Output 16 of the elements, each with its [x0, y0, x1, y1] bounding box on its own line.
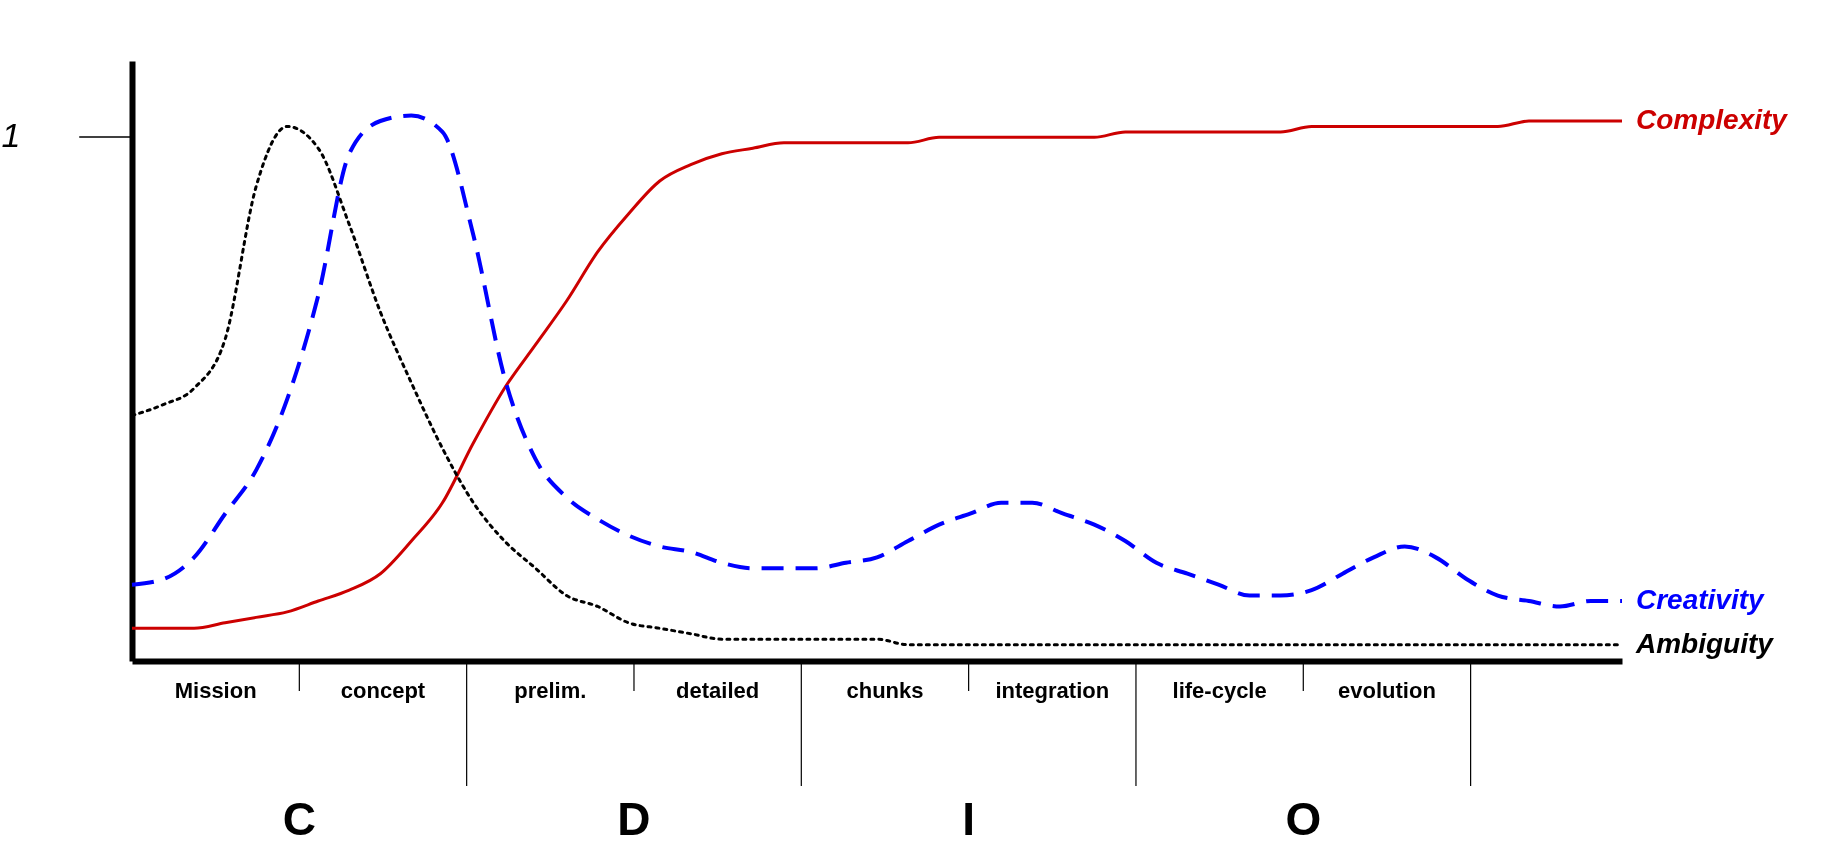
text: concept — [340, 678, 426, 703]
text: Mission — [174, 678, 257, 703]
text: prelim. — [514, 678, 587, 703]
text: evolution — [1338, 678, 1436, 703]
text: 1 — [1, 116, 21, 154]
text: detailed — [676, 678, 760, 703]
text: chunks — [846, 678, 924, 703]
series-label: Complexity — [1636, 104, 1789, 135]
text: integration — [995, 678, 1110, 703]
series-label: Creativity — [1636, 584, 1766, 615]
series-label: Ambiguity — [1635, 627, 1775, 659]
text: life-cycle — [1172, 678, 1267, 703]
text: C — [282, 793, 316, 845]
text: D — [617, 793, 651, 845]
text: I — [962, 793, 976, 845]
text: O — [1285, 793, 1322, 845]
